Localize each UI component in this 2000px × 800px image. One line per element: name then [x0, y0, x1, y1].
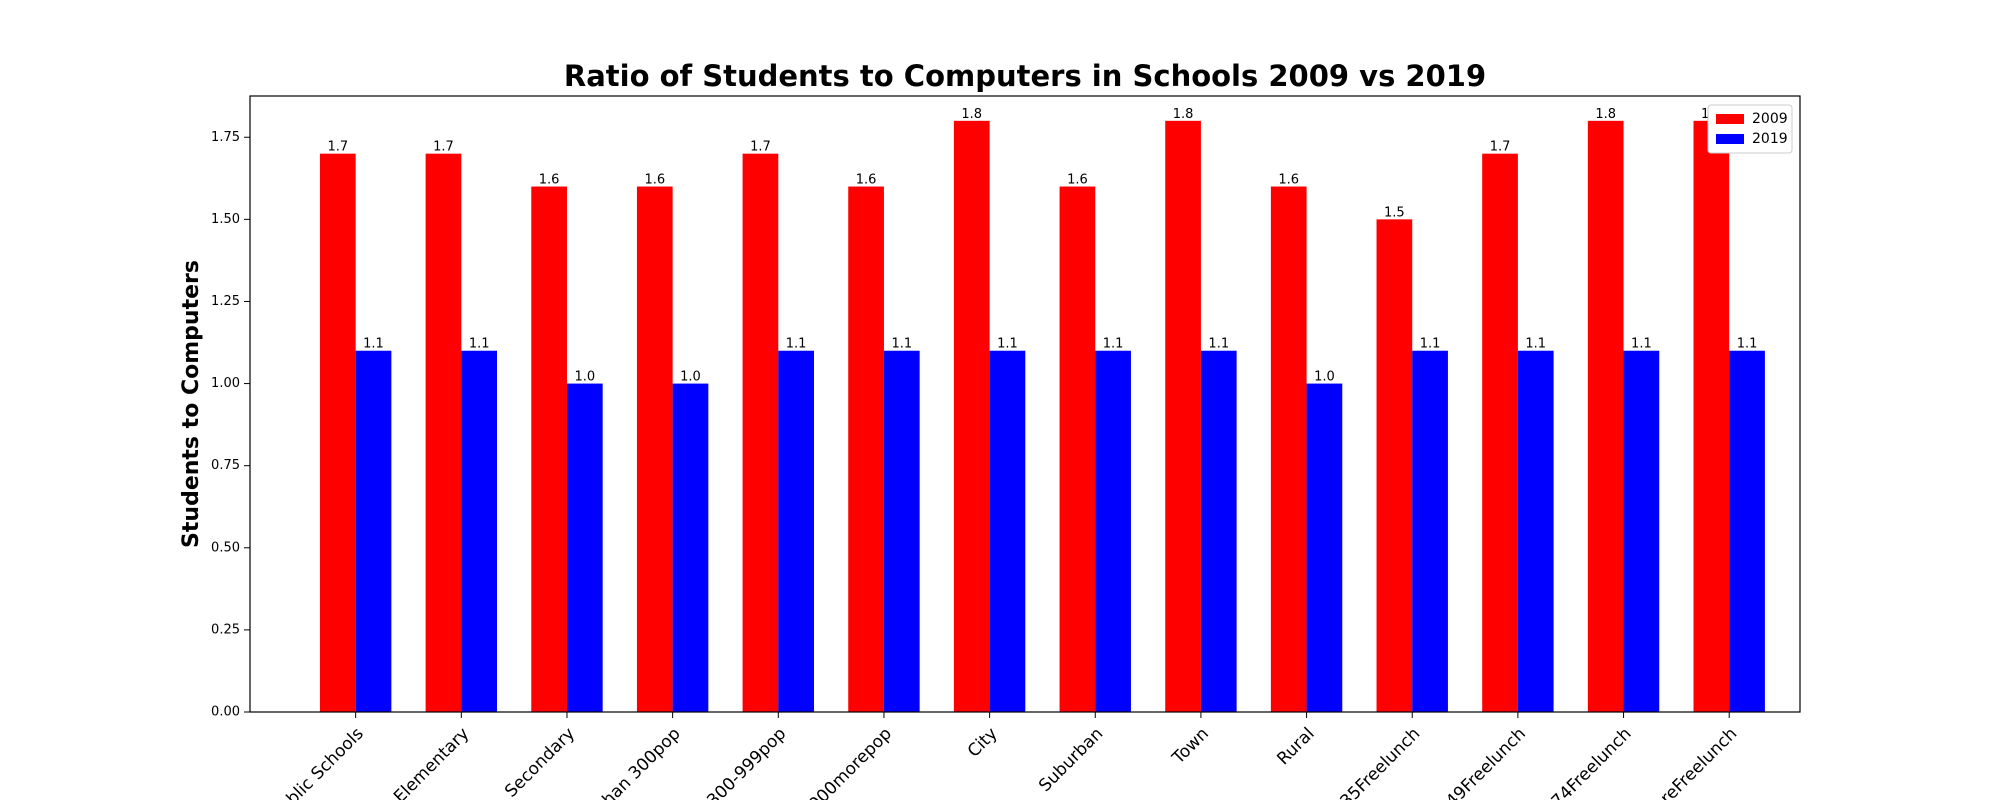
bar [672, 383, 709, 712]
bar [742, 153, 779, 712]
value-label: 1.8 [961, 107, 982, 122]
value-label: 1.1 [1525, 337, 1546, 352]
bar [778, 350, 814, 712]
value-label: 1.1 [363, 337, 384, 352]
bar [953, 120, 990, 713]
x-tick-label: 35Freelunch [1336, 724, 1424, 800]
value-label: 1.0 [574, 370, 595, 385]
bar [566, 383, 603, 712]
bar [1376, 219, 1413, 712]
value-label: 1.5 [1384, 205, 1405, 220]
value-label: 1.1 [1737, 337, 1758, 352]
value-label: 1.1 [469, 337, 490, 352]
bar [1587, 120, 1624, 713]
value-label: 1.1 [1103, 337, 1124, 352]
bar [1270, 186, 1307, 712]
bar [1200, 350, 1237, 712]
bar [1059, 186, 1096, 712]
value-label: 1.0 [680, 370, 701, 385]
y-tick-label: 0.50 [211, 540, 240, 555]
x-tick-label: Rural [1273, 724, 1318, 769]
y-tick-label: 1.00 [211, 376, 240, 391]
value-label: 1.1 [997, 337, 1018, 352]
bar [1482, 153, 1518, 712]
value-label: 1.6 [1067, 173, 1088, 188]
legend-swatch [1716, 134, 1744, 144]
legend-label: 2019 [1752, 131, 1788, 147]
legend-swatch [1716, 114, 1744, 124]
value-label: 1.7 [1490, 140, 1511, 155]
x-tick-label: oreFreelunch [1649, 724, 1741, 800]
y-tick-label: 0.25 [211, 622, 240, 637]
value-label: 1.6 [1278, 173, 1299, 188]
value-label: 1.1 [786, 337, 807, 352]
x-tick-label: 49Freelunch [1442, 724, 1530, 800]
y-tick-label: 1.25 [211, 294, 240, 309]
x-tick-label: Town [1168, 724, 1213, 769]
value-label: 1.7 [327, 140, 348, 155]
value-label: 1.1 [1208, 337, 1229, 352]
bar [319, 153, 356, 712]
bar [1623, 350, 1660, 712]
x-tick-label: ublic Schools [275, 724, 368, 800]
x-tick-label: Secondary [501, 724, 579, 800]
x-tick-label: 000morepop [805, 724, 896, 800]
y-tick-label: 0.00 [211, 705, 240, 720]
plot-frame [249, 95, 1801, 713]
x-tick-label: 74Freelunch [1548, 724, 1636, 800]
x-tick-label: 300-999pop [703, 724, 790, 800]
bar [1412, 350, 1448, 712]
bar [1517, 350, 1554, 712]
bar [461, 350, 498, 712]
bar [531, 186, 567, 712]
bar [989, 350, 1026, 712]
value-label: 1.8 [1173, 107, 1194, 122]
bar [425, 153, 462, 712]
bar [883, 350, 920, 712]
bar [1729, 350, 1765, 712]
value-label: 1.0 [1314, 370, 1335, 385]
value-label: 1.8 [1595, 107, 1616, 122]
legend-label: 2009 [1752, 111, 1788, 127]
y-tick-label: 0.75 [211, 458, 240, 473]
x-tick-label: Elementary [390, 724, 473, 800]
bar [355, 350, 392, 712]
bar [848, 186, 884, 712]
chart-title: Ratio of Students to Computers in School… [564, 59, 1486, 93]
bar [1095, 350, 1131, 712]
value-label: 1.1 [1420, 337, 1441, 352]
y-tick-label: 1.50 [211, 212, 240, 227]
value-label: 1.7 [433, 140, 454, 155]
y-axis-label: Students to Computers [179, 260, 204, 548]
x-tick-label: City [964, 724, 1002, 762]
value-label: 1.1 [891, 337, 912, 352]
value-label: 1.6 [856, 173, 877, 188]
bar [636, 186, 673, 712]
value-label: 1.6 [539, 173, 560, 188]
value-label: 1.1 [1631, 337, 1652, 352]
x-tick-label: than 300pop [594, 724, 685, 800]
x-tick-label: Suburban [1035, 724, 1107, 796]
y-tick-label: 1.75 [211, 130, 240, 145]
value-label: 1.6 [644, 173, 665, 188]
bar [1306, 383, 1343, 712]
bar [1693, 120, 1730, 713]
value-label: 1.7 [750, 140, 771, 155]
bar [1165, 120, 1201, 713]
